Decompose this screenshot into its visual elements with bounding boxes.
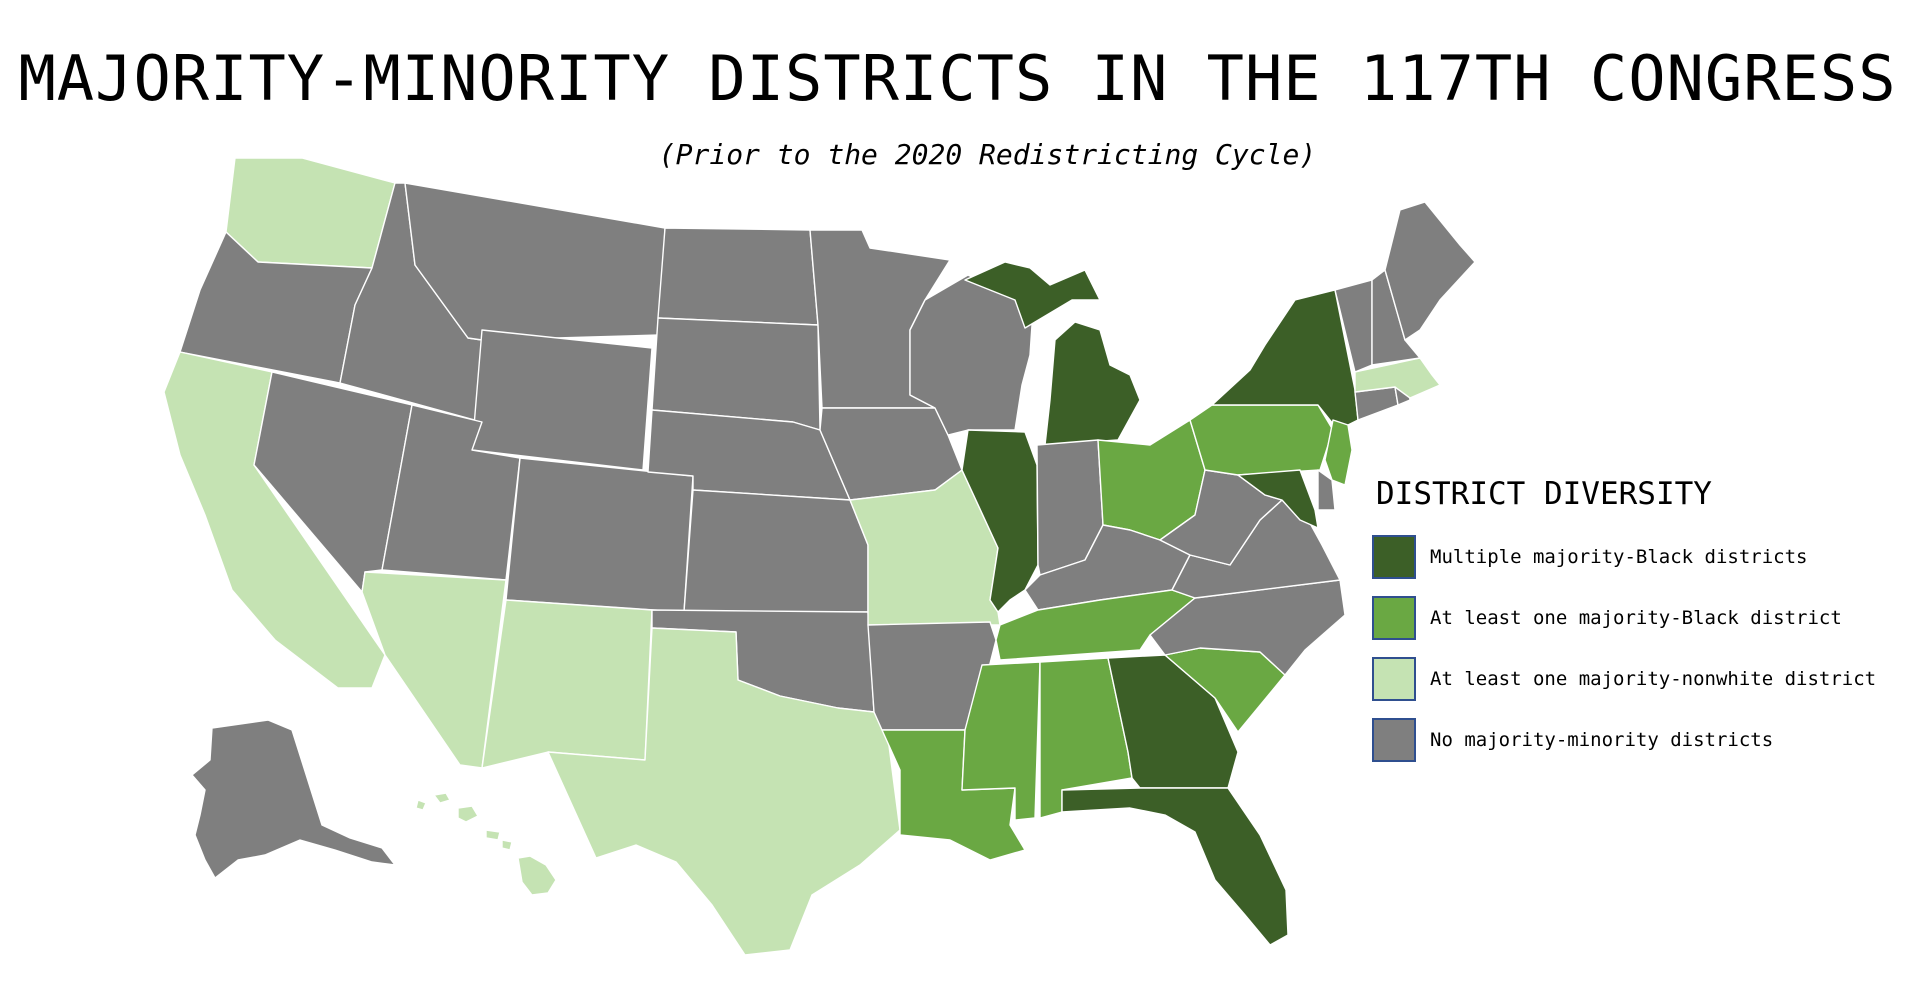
legend-item: Multiple majority-Black districts	[1372, 526, 1876, 587]
state-massachusetts[interactable]	[1354, 357, 1441, 399]
state-washington[interactable]	[225, 157, 396, 269]
legend-label: No majority-minority districts	[1430, 728, 1774, 751]
state-texas[interactable]	[547, 627, 901, 956]
page-subtitle: (Prior to the 2020 Redistricting Cycle)	[658, 138, 1317, 171]
legend-item: No majority-minority districts	[1372, 709, 1876, 770]
state-new-mexico[interactable]	[481, 599, 653, 769]
state-michigan[interactable]	[964, 261, 1141, 446]
state-colorado[interactable]	[505, 457, 694, 613]
legend-title: DISTRICT DIVERSITY	[1376, 476, 1712, 512]
state-delaware[interactable]	[1317, 469, 1336, 511]
state-illinois[interactable]	[961, 429, 1039, 613]
state-north-dakota[interactable]	[657, 227, 819, 326]
legend-label: At least one majority-nonwhite district	[1430, 667, 1877, 690]
state-maine[interactable]	[1384, 201, 1476, 341]
legend-item: At least one majority-nonwhite district	[1372, 648, 1876, 709]
state-connecticut[interactable]	[1354, 386, 1399, 421]
legend: DISTRICT DIVERSITY Multiple majority-Bla…	[1372, 476, 1876, 770]
legend-item: At least one majority-Black district	[1372, 587, 1876, 648]
legend-swatch	[1372, 534, 1416, 579]
state-hawaii[interactable]	[415, 792, 557, 896]
state-florida[interactable]	[1061, 787, 1289, 946]
state-pennsylvania[interactable]	[1189, 404, 1334, 476]
legend-swatch	[1372, 656, 1416, 701]
state-maryland[interactable]	[1237, 469, 1319, 529]
state-arizona[interactable]	[361, 571, 507, 769]
legend-label: Multiple majority-Black districts	[1430, 545, 1808, 568]
state-new-jersey[interactable]	[1324, 419, 1353, 486]
state-new-york[interactable]	[1211, 289, 1359, 431]
legend-swatch	[1372, 595, 1416, 640]
legend-swatch	[1372, 717, 1416, 762]
state-alaska[interactable]	[191, 719, 396, 879]
legend-label: At least one majority-Black district	[1430, 606, 1842, 629]
page-title: MAJORITY-MINORITY DISTRICTS IN THE 117TH…	[18, 42, 1897, 115]
state-wyoming[interactable]	[471, 329, 653, 471]
state-mississippi[interactable]	[961, 661, 1041, 821]
state-kansas[interactable]	[683, 489, 869, 613]
state-new-hampshire[interactable]	[1371, 269, 1421, 366]
